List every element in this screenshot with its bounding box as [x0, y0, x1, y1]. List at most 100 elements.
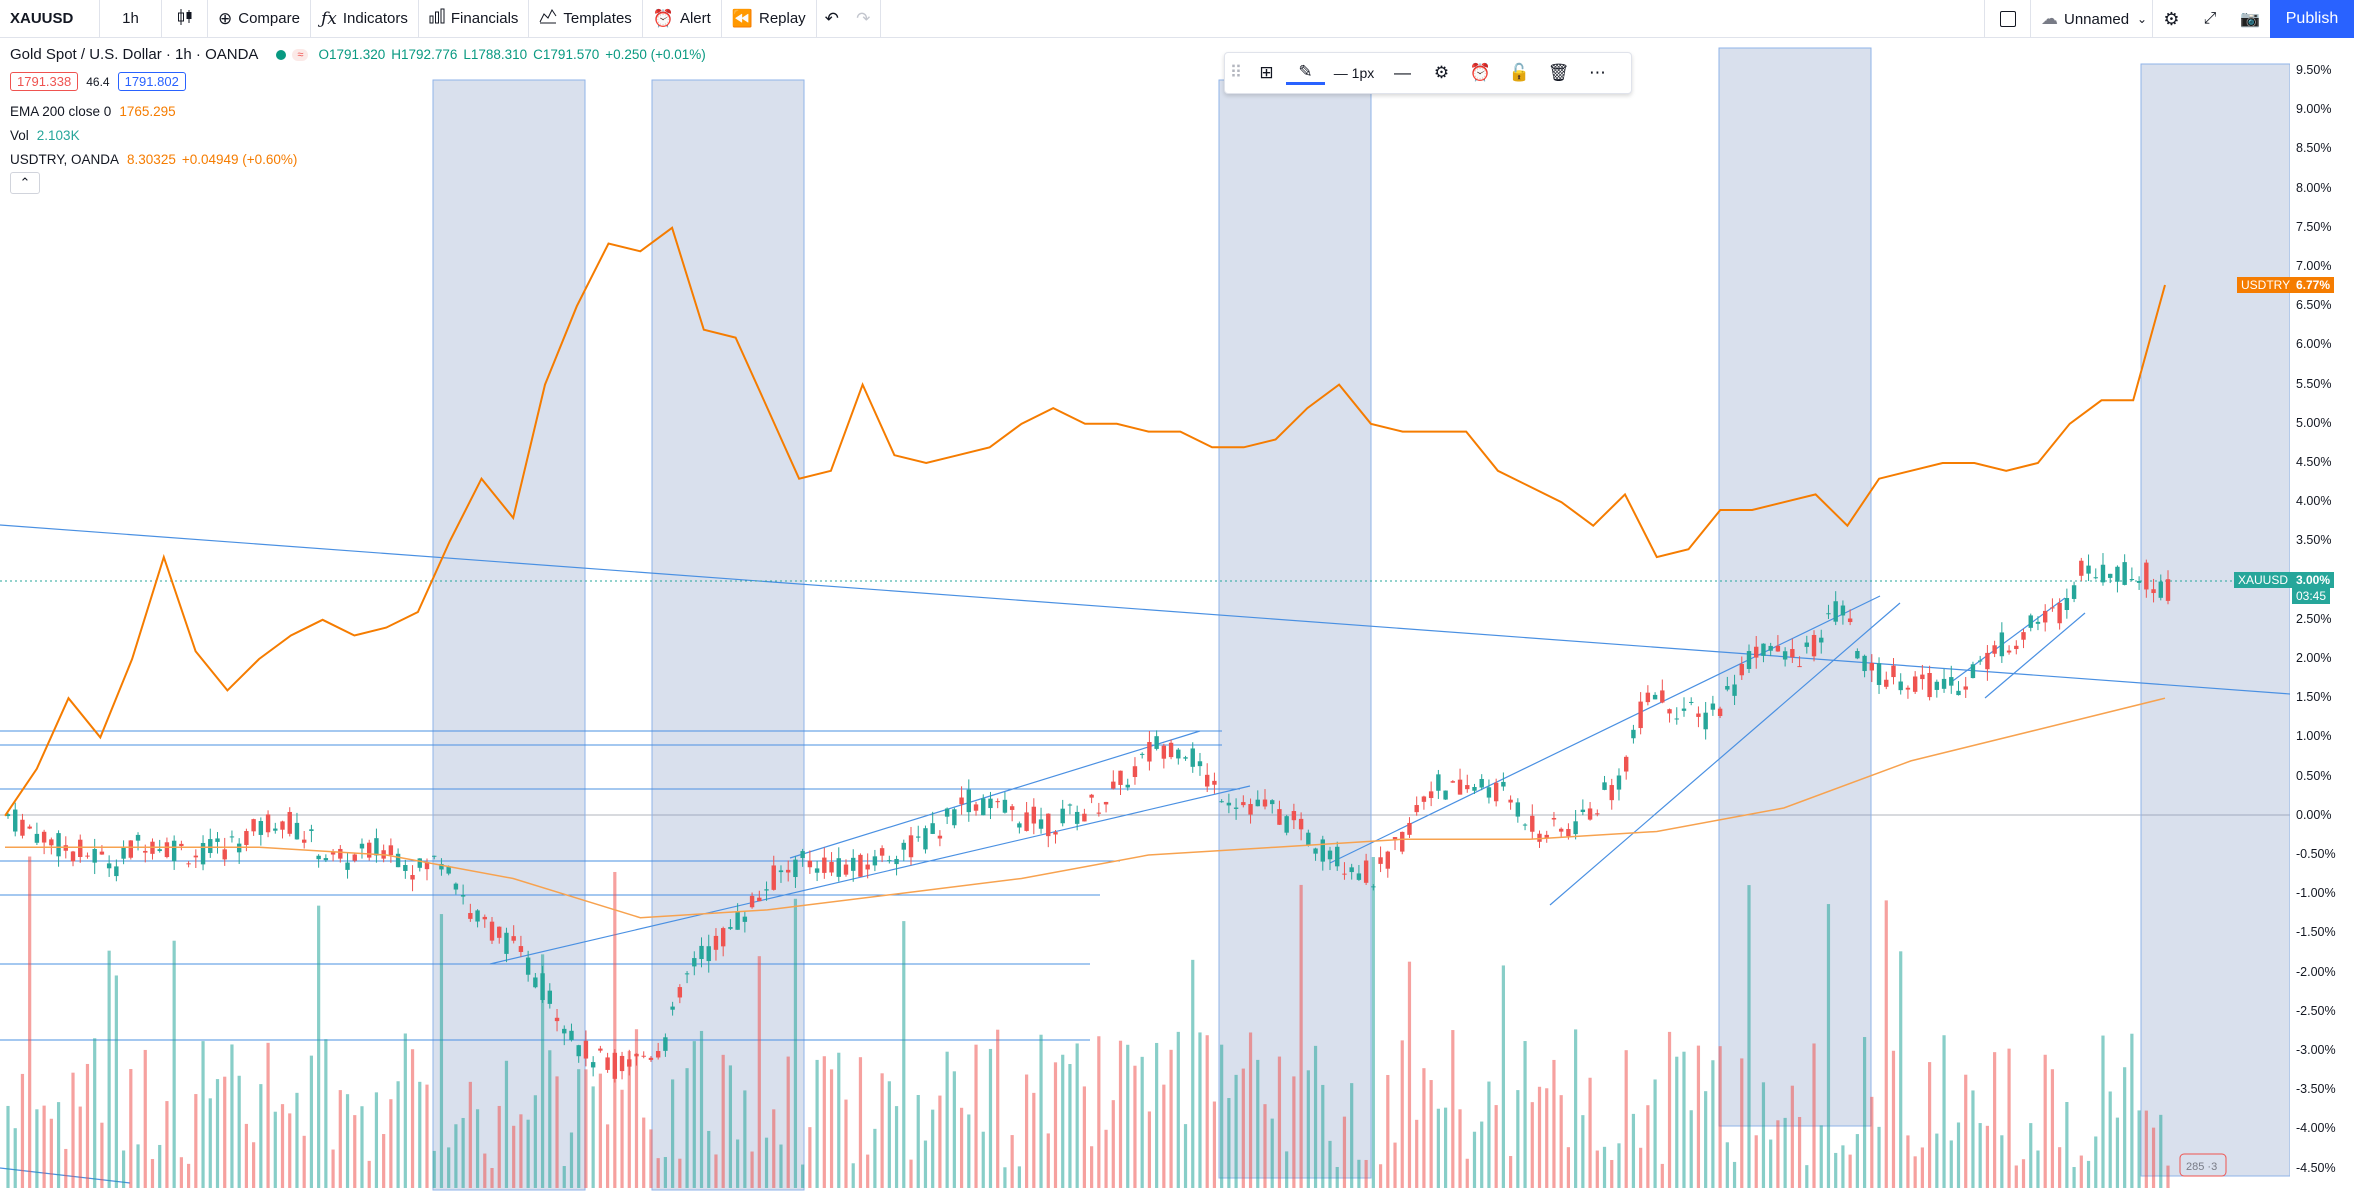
template-icon[interactable]: ⊞ — [1259, 63, 1274, 82]
volume-bar — [172, 940, 176, 1188]
undo-button[interactable]: ↶ — [817, 0, 847, 38]
candle-body — [193, 855, 199, 858]
highlight-box[interactable] — [1718, 47, 1872, 1127]
candle-body — [1667, 709, 1672, 714]
volume-bar — [2050, 1069, 2055, 1188]
indicators-button[interactable]: ƒx Indicators — [311, 0, 419, 38]
drag-handle-icon[interactable]: ⠿ — [1229, 63, 1243, 82]
trend-line[interactable] — [1984, 612, 2086, 699]
candle-body — [822, 857, 827, 873]
candle-body — [1992, 645, 1997, 654]
volume-bar — [85, 1063, 90, 1188]
snapshot-button[interactable]: 📷 — [2230, 0, 2270, 38]
candle-body — [2006, 650, 2012, 653]
volume-bar — [1155, 1042, 1159, 1188]
trend-line[interactable] — [1949, 597, 2066, 684]
compare-button[interactable]: ⊕ Compare — [208, 0, 311, 38]
financials-button[interactable]: Financials — [419, 0, 530, 38]
volume-bar — [1140, 1056, 1144, 1188]
trend-line[interactable] — [789, 730, 1201, 859]
candle-body — [1725, 686, 1730, 690]
volume-bar — [1024, 1074, 1029, 1188]
candle-body — [2129, 579, 2135, 581]
gear-icon[interactable]: ⚙ — [1433, 63, 1450, 82]
volume-bar — [916, 1094, 920, 1188]
redo-button[interactable]: ↷ — [847, 0, 881, 38]
price-axis[interactable]: 9.50% 9.00% 8.50% 8.00% 7.50% 7.00% 6.50% 6.00%… — [2290, 38, 2354, 1198]
candle-body — [1226, 802, 1232, 806]
trend-line[interactable] — [0, 524, 2290, 695]
highlight-boxes[interactable] — [432, 47, 2290, 1191]
replay-button[interactable]: ⏪ Replay — [722, 0, 817, 38]
symbol-search-button[interactable]: XAUUSD — [0, 0, 100, 38]
volume-bar — [1386, 1074, 1390, 1188]
volume-bar — [1183, 1124, 1188, 1188]
settings-button[interactable]: ⚙ — [2152, 0, 2190, 38]
candle-body — [814, 868, 820, 873]
buy-price-button[interactable]: 1791.802 — [117, 72, 186, 91]
axis-tick-label: -1.00% — [2296, 886, 2336, 901]
alert-button[interactable]: ⏰ Alert — [643, 0, 722, 38]
legend-compare[interactable]: USDTRY, OANDA 8.30325 +0.04949 (+0.60%) — [10, 152, 297, 167]
chart-type-button[interactable] — [162, 0, 208, 38]
volume-bar — [1689, 1110, 1693, 1188]
highlight-box[interactable] — [2140, 63, 2290, 1177]
line-width-button[interactable]: — 1px — [1325, 65, 1383, 81]
volume-bar — [526, 1119, 530, 1188]
trend-line[interactable] — [1329, 595, 1881, 864]
candle-body — [1291, 811, 1297, 821]
chart-canvas[interactable]: 285 ·3 — [0, 38, 2290, 1198]
volume-bar — [1357, 1159, 1361, 1188]
horizontal-levels[interactable] — [0, 730, 1240, 1041]
templates-button[interactable]: Templates — [529, 0, 643, 38]
fullscreen-icon: ⤢ — [2203, 10, 2217, 27]
candle-body — [1472, 786, 1477, 791]
templates-label: Templates — [563, 10, 632, 27]
highlight-box[interactable] — [651, 79, 805, 1191]
toolbar-right-group: ☁ Unnamed ⌄ ⚙ ⤢ 📷 Publish — [1984, 0, 2354, 38]
candle-body — [1168, 742, 1174, 758]
volume-bar — [1090, 1146, 1094, 1188]
volume-bar — [1704, 1091, 1708, 1188]
candle-body — [56, 833, 61, 857]
sell-price-button[interactable]: 1791.338 — [10, 72, 79, 91]
candle-body — [2144, 562, 2149, 590]
volume-bar — [1855, 1134, 1859, 1188]
trend-line[interactable] — [489, 785, 1251, 965]
volume-bar — [981, 1131, 985, 1188]
candle-body — [800, 851, 805, 858]
volume-bar — [35, 1109, 39, 1188]
axis-tick-label: -4.00% — [2296, 1121, 2336, 1136]
volume-bar — [1277, 1056, 1282, 1188]
publish-button[interactable]: Publish — [2270, 0, 2354, 38]
trend-lines[interactable] — [0, 524, 2290, 1184]
volume-bar — [374, 1092, 379, 1188]
legend-title[interactable]: Gold Spot / U.S. Dollar · 1h · OANDA — [10, 46, 259, 63]
line-style-icon[interactable]: — — [1394, 63, 1411, 82]
layout-select-button[interactable] — [1984, 0, 2030, 38]
highlight-box[interactable] — [432, 79, 586, 1191]
candle-body — [20, 819, 25, 836]
highlight-box[interactable] — [1218, 79, 1372, 1179]
trend-line[interactable] — [1549, 602, 1901, 906]
lock-icon[interactable]: 🔓 — [1508, 63, 1531, 82]
trash-icon[interactable]: 🗑 — [1547, 63, 1570, 82]
candle-body — [511, 936, 516, 941]
legend-ema[interactable]: EMA 200 close 0 1765.295 — [10, 104, 176, 119]
more-icon[interactable]: ⋯ — [1589, 63, 1606, 82]
ohlc-high: H1792.776 — [391, 47, 458, 62]
volume-bar — [432, 1150, 436, 1188]
volume-bar — [620, 1089, 624, 1188]
candle-body — [1558, 828, 1564, 832]
legend-volume[interactable]: Vol 2.103K — [10, 128, 80, 143]
layout-name-button[interactable]: ☁ Unnamed ⌄ — [2030, 0, 2152, 38]
fullscreen-button[interactable]: ⤢ — [2190, 0, 2230, 38]
interval-button[interactable]: 1h — [100, 0, 162, 38]
axis-tick-label: 5.50% — [2296, 376, 2332, 391]
candle-body — [1566, 829, 1571, 837]
alert-add-icon[interactable]: ⏰ — [1469, 63, 1492, 82]
pen-icon[interactable]: ✎ — [1286, 62, 1325, 85]
volume-bar — [1559, 1095, 1563, 1188]
candle-body — [258, 821, 264, 835]
legend-collapse-button[interactable]: ⌃ — [10, 172, 40, 194]
